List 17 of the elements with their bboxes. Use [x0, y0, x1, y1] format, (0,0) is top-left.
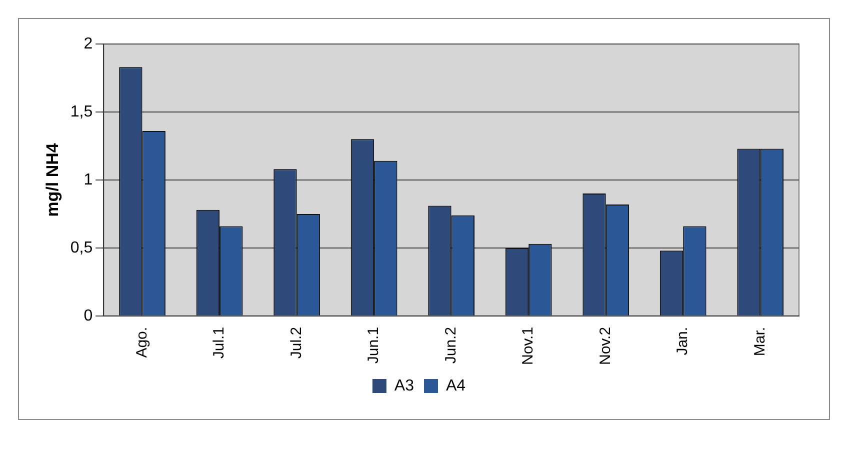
- legend-label: A4: [446, 377, 466, 394]
- y-tick-label: 1,5: [70, 103, 93, 120]
- y-tick-label: 0: [84, 307, 93, 324]
- y-axis-title: mg/l NH4: [42, 142, 62, 217]
- x-tick-label: Nov.1: [520, 326, 537, 366]
- x-tick-label: Mar.: [752, 326, 769, 356]
- y-tick-label: 2: [84, 35, 93, 52]
- x-tick-label: Ago.: [133, 326, 150, 358]
- x-tick-label: Jun.1: [365, 326, 382, 364]
- y-tick-label: 1: [84, 171, 93, 188]
- x-tick-label: Jul.2: [288, 326, 305, 359]
- y-tick-label: 0,5: [70, 239, 93, 256]
- x-tick-label: Nov.2: [596, 326, 614, 366]
- legend-label: A3: [394, 377, 414, 394]
- x-tick-label: Jan.: [674, 326, 692, 356]
- x-tick-label: Jun.2: [442, 326, 460, 364]
- x-tick-label: Jul.1: [210, 326, 228, 359]
